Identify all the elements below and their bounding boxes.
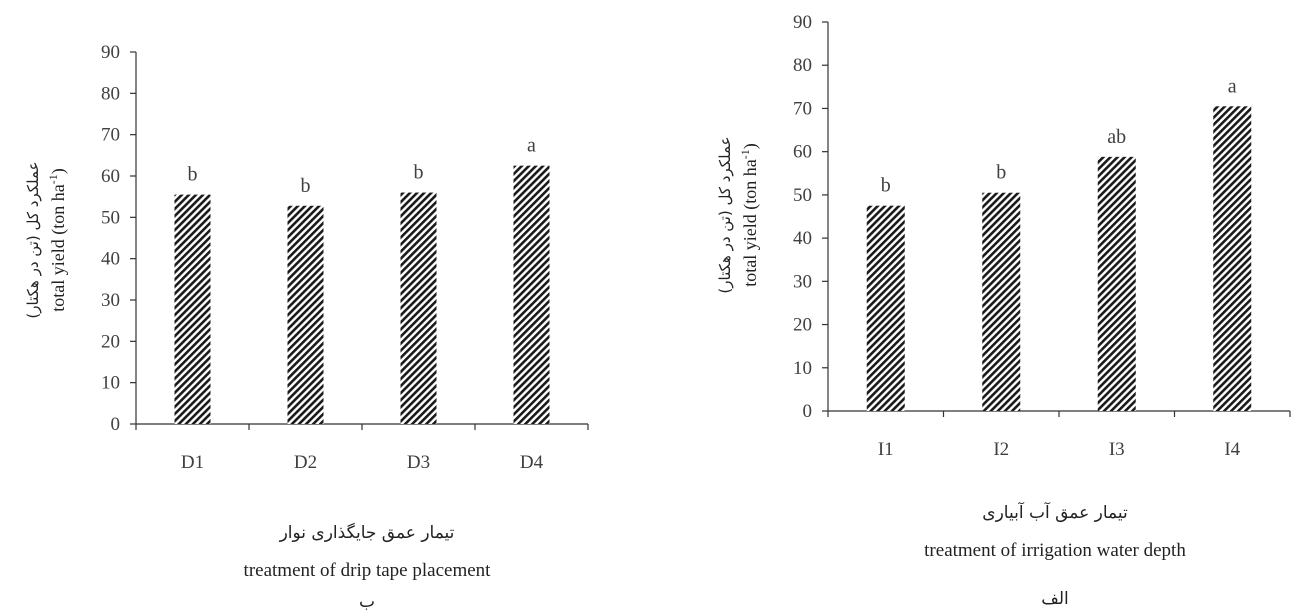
y-tick-label: 30 <box>793 271 812 292</box>
significance-letter: b <box>414 162 424 184</box>
significance-letter: b <box>996 162 1006 184</box>
y-tick-label: 20 <box>793 315 812 336</box>
y-tick-label: 40 <box>793 228 812 249</box>
chart-panel-drip-tape: 0 10 20 30 40 50 60 70 80 90 b D1 b D2 b D3 a D4 عملکرد ک… <box>24 42 589 612</box>
bar-i1 <box>866 205 905 411</box>
x-axis-label-fa: تیمار عمق جایگذاری نوار <box>279 522 455 543</box>
x-axis-label-en: treatment of drip tape placement <box>244 560 492 581</box>
x-axis-label-fa: تیمار عمق آب آبیاری <box>982 501 1128 523</box>
x-tick-label: D2 <box>294 452 317 473</box>
y-tick-label: 40 <box>101 249 120 270</box>
panel-label: ب <box>359 592 375 612</box>
x-tick-label: I1 <box>878 439 894 460</box>
bar-i4 <box>1213 106 1252 412</box>
x-tick-label: I2 <box>993 439 1009 460</box>
y-tick-label: 60 <box>793 142 812 163</box>
y-tick-label: 80 <box>793 55 812 76</box>
y-axis-label-en: total yield (ton ha-1) <box>46 168 69 311</box>
y-axis-label-en: total yield (ton ha-1) <box>738 143 761 286</box>
y-tick-label: 60 <box>101 166 120 187</box>
bar-d1 <box>174 194 211 424</box>
x-tick-label: I4 <box>1224 439 1240 460</box>
y-tick-label: 20 <box>101 331 120 352</box>
chart-panel-irrigation: 0 10 20 30 40 50 60 70 80 90 b I1 b I2 ab I3 a I4 عملکرد … <box>716 12 1291 609</box>
y-tick-label: 90 <box>793 12 812 33</box>
significance-letter: b <box>301 175 311 197</box>
y-tick-label: 10 <box>101 373 120 394</box>
significance-letter: b <box>881 175 891 197</box>
y-tick-label: 50 <box>793 185 812 206</box>
x-tick-label: I3 <box>1109 439 1125 460</box>
bar-d2 <box>287 205 324 424</box>
bar-i2 <box>982 192 1021 411</box>
significance-letter: a <box>1228 75 1237 97</box>
y-tick-label: 50 <box>101 207 120 228</box>
panel-label: الف <box>1041 589 1069 609</box>
x-axis-label-en: treatment of irrigation water depth <box>924 540 1186 561</box>
y-tick-label: 70 <box>101 125 120 146</box>
x-tick-label: D4 <box>520 452 544 473</box>
y-tick-label: 0 <box>111 414 121 435</box>
bar-d3 <box>400 192 437 424</box>
y-tick-label: 30 <box>101 290 120 311</box>
bar-d4 <box>513 165 550 424</box>
significance-letter: ab <box>1107 126 1126 148</box>
significance-letter: b <box>188 164 198 186</box>
bar-i3 <box>1097 156 1136 411</box>
y-tick-label: 90 <box>101 42 120 63</box>
x-tick-label: D1 <box>181 452 204 473</box>
y-tick-label: 0 <box>803 401 813 422</box>
y-tick-label: 80 <box>101 83 120 104</box>
y-axis-label-fa: عملکرد کل (تن در هکتار) <box>24 161 42 318</box>
significance-letter: a <box>527 135 536 157</box>
y-tick-label: 10 <box>793 358 812 379</box>
x-tick-label: D3 <box>407 452 430 473</box>
y-tick-label: 70 <box>793 98 812 119</box>
y-axis-label-fa: عملکرد کل (تن در هکتار) <box>716 136 734 293</box>
